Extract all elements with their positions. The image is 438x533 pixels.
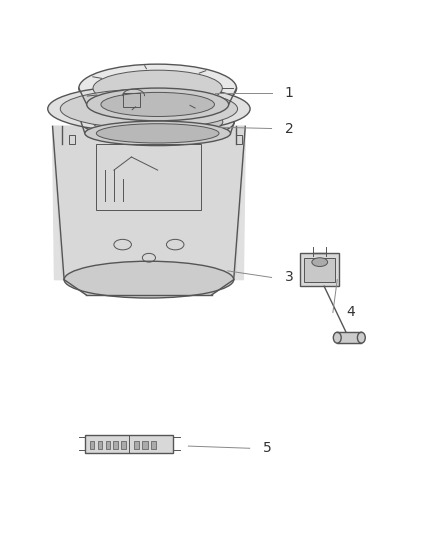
Ellipse shape [85, 121, 230, 146]
Text: 4: 4 [346, 305, 355, 319]
Polygon shape [79, 88, 237, 104]
Ellipse shape [312, 258, 328, 266]
Ellipse shape [357, 332, 365, 343]
Text: 3: 3 [285, 270, 293, 285]
Bar [96, 144, 201, 209]
Bar [90, 441, 94, 449]
Ellipse shape [60, 89, 237, 128]
Bar [106, 441, 110, 449]
Ellipse shape [48, 85, 250, 133]
Bar [85, 435, 173, 453]
Bar [142, 441, 148, 449]
Bar [113, 441, 118, 449]
Polygon shape [337, 332, 361, 343]
Ellipse shape [81, 104, 234, 140]
Ellipse shape [96, 124, 219, 143]
Bar [123, 93, 140, 107]
Text: 1: 1 [285, 86, 293, 101]
Bar [151, 441, 156, 449]
Bar [121, 441, 126, 449]
Polygon shape [81, 122, 234, 133]
Bar [134, 441, 139, 449]
Text: 2: 2 [285, 122, 293, 135]
Ellipse shape [64, 261, 234, 298]
Polygon shape [64, 280, 234, 295]
Bar [236, 135, 242, 144]
Polygon shape [53, 126, 245, 275]
Ellipse shape [87, 88, 229, 121]
Ellipse shape [93, 70, 223, 106]
Bar [98, 441, 102, 449]
Polygon shape [53, 126, 245, 280]
Ellipse shape [333, 332, 341, 343]
Bar [300, 253, 339, 286]
Ellipse shape [79, 64, 237, 112]
Bar [304, 258, 335, 282]
Ellipse shape [92, 109, 223, 135]
Bar [69, 135, 75, 144]
Polygon shape [123, 93, 140, 107]
Ellipse shape [101, 92, 215, 117]
Text: 5: 5 [263, 441, 272, 455]
